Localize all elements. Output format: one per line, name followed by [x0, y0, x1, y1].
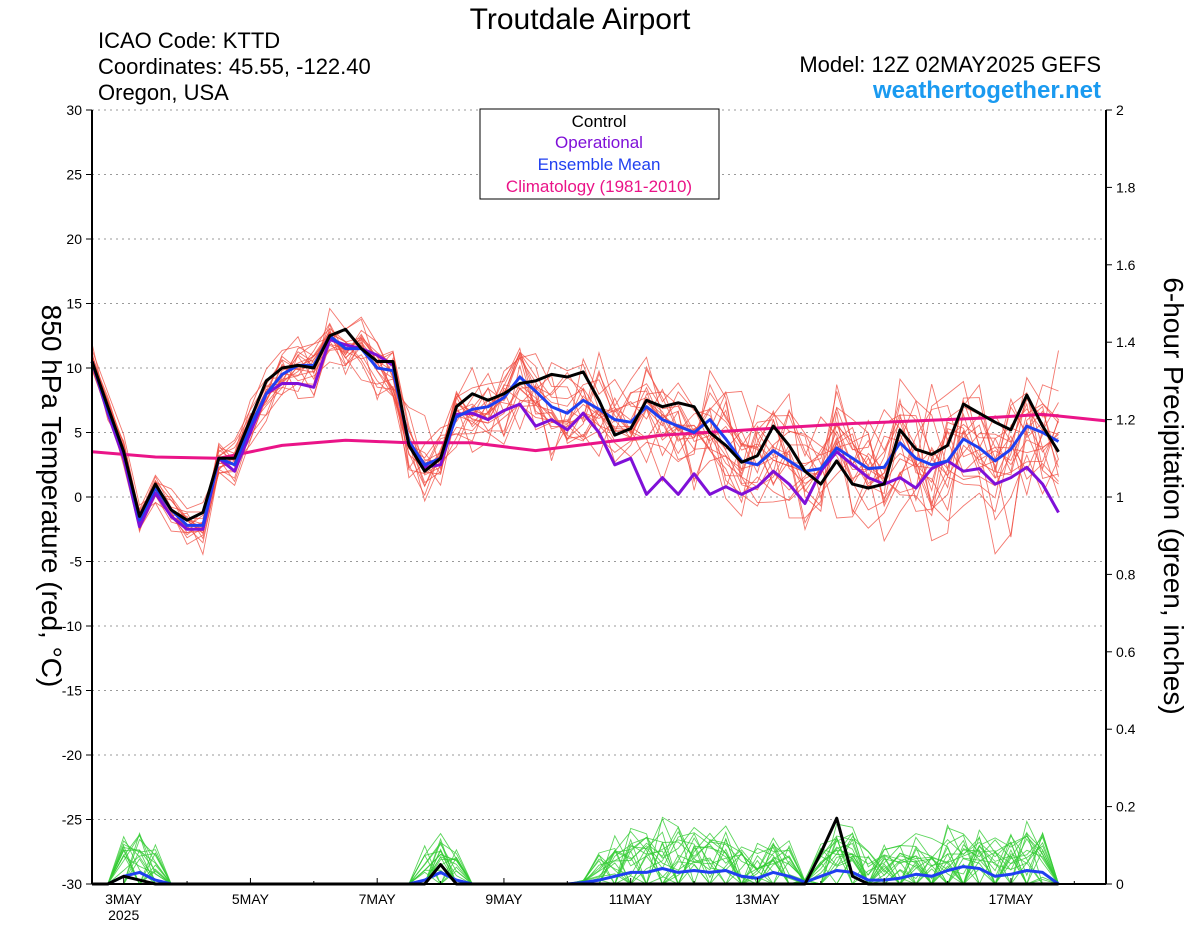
- control-temperature-line: [90, 327, 1060, 522]
- x-tick-label: 7MAY: [359, 891, 397, 907]
- right-tick-label: 0: [1116, 876, 1124, 892]
- temperature-member-line: [91, 337, 1059, 532]
- legend-box: [479, 108, 720, 200]
- temperature-member-line: [91, 323, 1059, 531]
- temperature-member-line: [91, 333, 1059, 534]
- legend: Control Operational Ensemble Mean Climat…: [479, 108, 720, 200]
- x-tick-sublabel: 2025: [108, 907, 139, 923]
- left-tick-label: -20: [62, 747, 82, 763]
- left-tick-label: -15: [62, 683, 82, 699]
- legend-control: Control: [572, 112, 627, 131]
- right-tick-label: 1.8: [1116, 179, 1136, 195]
- right-tick-label: 1.6: [1116, 257, 1136, 273]
- left-tick-label: 0: [74, 489, 82, 505]
- left-tick-label: 10: [66, 360, 82, 376]
- left-tick-label: -30: [62, 876, 82, 892]
- left-tick-label: -25: [62, 812, 82, 828]
- left-tick-label: -5: [70, 554, 83, 570]
- left-tick-label: 15: [66, 296, 82, 312]
- icao-code: ICAO Code: KTTD: [98, 28, 280, 53]
- coordinates: Coordinates: 45.55, -122.40: [98, 54, 371, 79]
- temperature-member-line: [91, 331, 1059, 528]
- x-tick-label: 11MAY: [609, 891, 653, 907]
- climatology-line: [91, 412, 1107, 460]
- left-tick-label: 25: [66, 167, 82, 183]
- legend-climatology: Climatology (1981-2010): [506, 177, 692, 196]
- left-tick-label: -10: [62, 618, 82, 634]
- left-tick-label: 5: [74, 425, 82, 441]
- precipitation-member-line: [92, 833, 1059, 885]
- left-axis-label: 850 hPa Temperature (red, °C): [36, 305, 67, 688]
- x-tick-label: 13MAY: [735, 891, 781, 907]
- right-tick-label: 0.4: [1116, 721, 1136, 737]
- grid-lines: [92, 109, 1106, 885]
- x-tick-label: 3MAY: [105, 891, 143, 907]
- axes: 302520151050-5-10-15-20-25-3021.81.61.41…: [62, 102, 1136, 923]
- x-tick-label: 15MAY: [862, 891, 908, 907]
- x-tick-label: 17MAY: [989, 891, 1035, 907]
- precipitation-member-line: [92, 833, 1059, 886]
- x-tick-label: 5MAY: [232, 891, 270, 907]
- right-tick-label: 0.2: [1116, 799, 1136, 815]
- right-axis-label: 6-hour Precipitation (green, inches): [1158, 277, 1189, 714]
- x-tick-label: 9MAY: [485, 891, 523, 907]
- model-run: Model: 12Z 02MAY2025 GEFS: [799, 52, 1101, 77]
- left-tick-label: 30: [66, 102, 82, 118]
- ensemble-mean-temperature-line: [90, 334, 1060, 527]
- right-tick-label: 0.6: [1116, 644, 1136, 660]
- ensemble-members: [91, 307, 1059, 886]
- chart-title: Troutdale Airport: [470, 3, 691, 36]
- right-tick-label: 0.8: [1116, 566, 1136, 582]
- right-tick-label: 1: [1116, 489, 1124, 505]
- temperature-member-line: [91, 332, 1059, 555]
- right-tick-label: 1.2: [1116, 412, 1136, 428]
- temperature-member-line: [91, 318, 1059, 526]
- legend-operational: Operational: [555, 133, 643, 152]
- region: Oregon, USA: [98, 80, 229, 105]
- temperature-member-line: [91, 342, 1059, 539]
- operational-temperature-line: [90, 338, 1060, 531]
- site-credit[interactable]: weathertogether.net: [872, 77, 1101, 104]
- temperature-member-line: [91, 334, 1059, 534]
- temperature-member-line: [91, 335, 1059, 544]
- temperature-member-line: [91, 327, 1059, 540]
- left-tick-label: 20: [66, 231, 82, 247]
- legend-ensemble-mean: Ensemble Mean: [538, 155, 661, 174]
- right-tick-label: 1.4: [1116, 334, 1136, 350]
- right-tick-label: 2: [1116, 102, 1124, 118]
